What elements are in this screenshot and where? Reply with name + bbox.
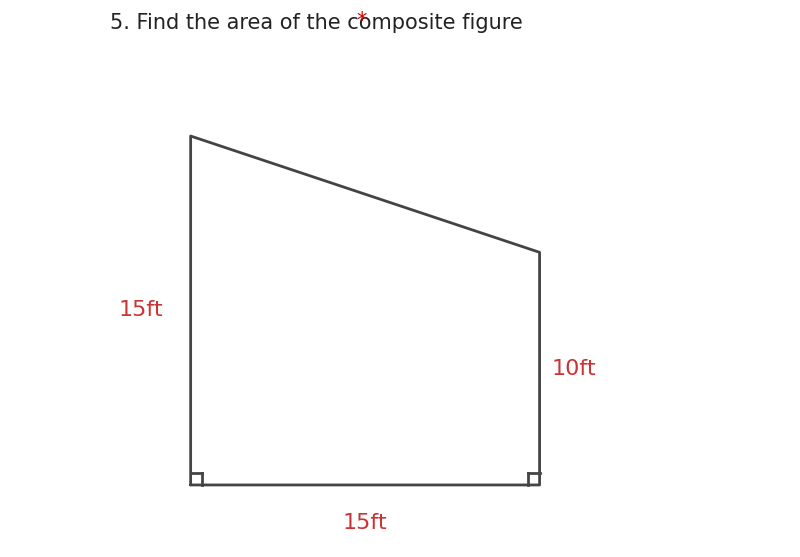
Text: 15ft: 15ft (342, 513, 387, 533)
Text: 15ft: 15ft (118, 300, 162, 320)
Text: 10ft: 10ft (551, 359, 596, 379)
Text: 5. Find the area of the composite figure: 5. Find the area of the composite figure (110, 13, 529, 33)
Text: *: * (356, 11, 366, 31)
